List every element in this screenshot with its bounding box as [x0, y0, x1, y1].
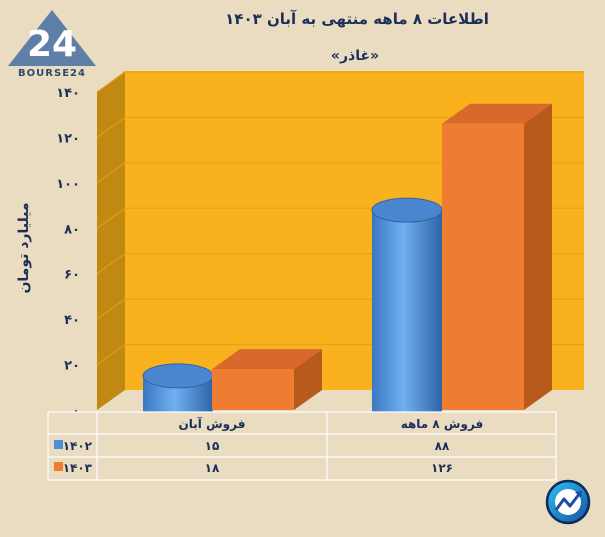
trend-chart-icon: [545, 479, 591, 525]
y-tick-labels: ۰۲۰۴۰۶۰۸۰۱۰۰۱۲۰۱۴۰: [56, 86, 80, 419]
logo-text: BOURSE24: [18, 68, 86, 79]
legend-key-۱۴۰۳: [54, 462, 63, 471]
table-value-cell: ۱۲۶: [431, 461, 453, 475]
chart-subtitle: «غاذر»: [331, 48, 379, 64]
logo-mark: 24: [27, 24, 77, 65]
legend-key-۱۴۰۲: [54, 440, 63, 449]
y-tick-label: ۴۰: [64, 313, 80, 328]
y-tick-label: ۱۰۰: [56, 177, 80, 192]
bar-1402-2: [371, 197, 443, 422]
table-value-cell: ۸۸: [435, 439, 450, 453]
grid-line: [96, 162, 584, 184]
table-header-cell: فروش ۸ ماهه: [401, 417, 484, 432]
plot-side-wall: [97, 71, 125, 410]
box-front: [212, 369, 294, 410]
grid-line: [96, 71, 584, 93]
bars: [142, 103, 552, 422]
y-tick-label: ۱۴۰: [56, 86, 80, 101]
grid-line: [96, 116, 584, 138]
bar-1403-1: [212, 349, 322, 410]
cylinder-top: [371, 197, 443, 223]
box-top: [442, 103, 552, 124]
box-top: [212, 349, 322, 370]
legend-label: ۱۴۰۳: [63, 461, 93, 475]
legend-label: ۱۴۰۲: [63, 439, 93, 453]
y-tick-label: ۱۲۰: [56, 131, 80, 146]
cylinder-body: [143, 375, 213, 422]
box-side: [294, 349, 322, 410]
logo-triangle: [8, 10, 96, 66]
box-front: [442, 123, 524, 411]
cylinder-body: [372, 210, 442, 422]
y-tick-label: ۲۰: [64, 359, 80, 374]
bourse24-logo: 24 BOURSE24: [8, 10, 96, 79]
table-value-cell: ۱۸: [205, 461, 220, 475]
table-header-cell: فروش آبان: [179, 416, 246, 432]
data-table: فروش آبان فروش ۸ ماهه ۱۴۰۲ ۱۵ ۸۸ ۱۴۰۳ ۱۸ ۱۲۶: [47, 411, 557, 481]
bar-1403-2: [442, 103, 552, 411]
y-tick-label: ۸۰: [64, 222, 80, 237]
cylinder-top: [142, 363, 214, 389]
box-side: [524, 103, 552, 411]
y-tick-label: ۶۰: [64, 268, 80, 283]
chart-title: اطلاعات ۸ ماهه منتهی به آبان ۱۴۰۳: [225, 10, 489, 28]
y-axis-label: میلیارد تومان: [16, 202, 32, 293]
table-value-cell: ۱۵: [205, 439, 220, 453]
